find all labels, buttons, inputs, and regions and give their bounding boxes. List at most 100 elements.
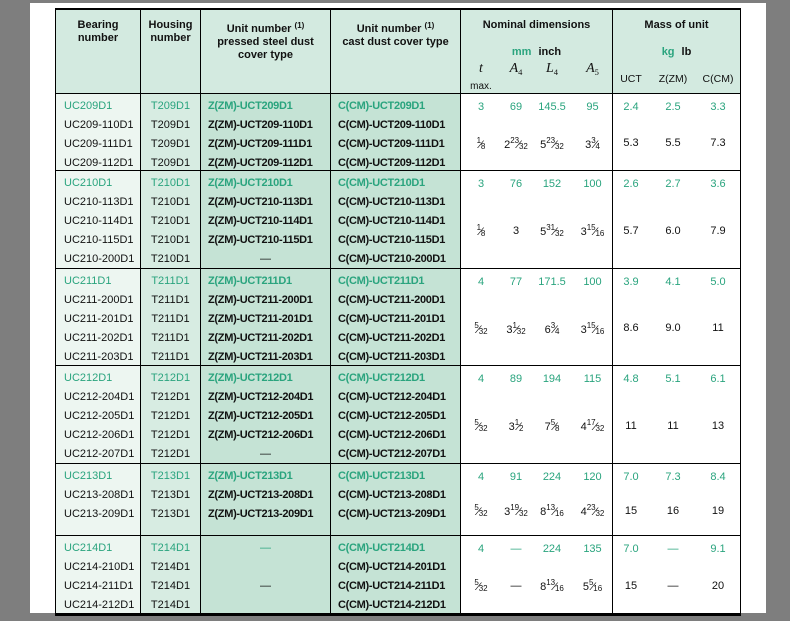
mass-value-kg: 9.1 [710, 542, 726, 555]
mass-value-lb: 19 [711, 504, 725, 517]
bearing-number: UC211D1 [64, 275, 112, 287]
bearing-number: UC210-200D1 [64, 253, 135, 265]
mass-value-kg: 6.1 [710, 372, 726, 385]
dimensions-mm-row: 4 77 171.5 100 [461, 269, 612, 291]
mass-cell: 7.0 — 9.1 15 — 20 [613, 536, 740, 613]
bearing-number: UC211-202D1 [64, 332, 134, 344]
dimensions-inch-row: 5⁄32 31⁄32 63⁄4 315⁄16 [461, 291, 612, 365]
dimensions-mm-row: 4 91 224 120 [461, 464, 612, 486]
unit-number-pressed: Z(ZM)-UCT213-208D1 [208, 489, 314, 501]
unit-number-cast: C(CM)-UCT209D1 [338, 100, 425, 112]
header-unit-cast: Unit number (1) cast dust cover type [331, 10, 461, 93]
unit-number-pressed: Z(ZM)-UCT209D1 [208, 100, 293, 112]
mass-label-zzm: Z(ZM) [658, 73, 688, 85]
unit-inch-label: inch [538, 46, 562, 58]
bearing-number: UC211-203D1 [64, 351, 134, 363]
dim-value-mm: 115 [583, 372, 602, 385]
dimensions-cell: 4 — 224 135 5⁄32 — 813⁄16 55⁄16 [461, 536, 613, 613]
dim-value-mm: 135 [583, 542, 602, 555]
dim-value-inch: 31⁄2 [508, 418, 524, 433]
mass-cell: 2.6 2.7 3.6 5.7 6.0 7.9 [613, 171, 740, 268]
dim-value-inch: 315⁄16 [580, 320, 605, 336]
housing-number: T210D1 [150, 177, 191, 189]
unit-number-cast-cell: C(CM)-UCT213D1 C(CM)-UCT213-208D1 C(CM)-UC… [331, 464, 461, 535]
unit-number-cast: C(CM)-UCT212-206D1 [338, 429, 446, 441]
dim-value-inch: 5⁄32 [474, 503, 488, 518]
mass-value-kg: 5.0 [710, 275, 726, 288]
header-text: Mass of unit [644, 19, 709, 31]
mass-lb-row: 15 16 19 [613, 486, 740, 535]
dimensions-cell: 4 77 171.5 100 5⁄32 31⁄32 63⁄4 315⁄16 [461, 269, 613, 365]
bearing-number-cell: UC211D1 UC211-200D1 UC211-201D1 UC211-202D1… [56, 269, 141, 365]
housing-number: T214D1 [150, 580, 191, 592]
unit-number-pressed: Z(ZM)-UCT210D1 [208, 177, 293, 189]
dim-value-inch: 63⁄4 [544, 320, 560, 336]
mass-value-kg: 7.3 [665, 470, 681, 483]
unit-lb-label: lb [681, 46, 692, 58]
unit-kg-label: kg [661, 46, 675, 58]
mass-value-lb: 20 [711, 579, 725, 592]
dim-value-mm: 224 [542, 470, 562, 483]
dim-value-mm: 4 [477, 470, 485, 483]
dim-value-mm: 77 [509, 275, 523, 288]
bearing-number: UC212-205D1 [64, 410, 135, 422]
header-text: Unit number (1) [356, 21, 435, 35]
housing-number: T211D1 [151, 332, 190, 344]
mass-kg-row: 7.0 7.3 8.4 [613, 464, 740, 486]
housing-number: T210D1 [150, 253, 191, 265]
dimensions-inch-row: 1⁄8 223⁄32 523⁄32 33⁄4 [461, 116, 612, 170]
housing-number: T209D1 [150, 157, 191, 169]
dim-value-inch: 5⁄32 [474, 578, 488, 593]
mass-value-lb: 11 [712, 322, 724, 334]
unit-number-cast: C(CM)-UCT209-112D1 [338, 157, 446, 169]
dim-value-inch: 315⁄16 [580, 223, 605, 238]
bearing-number: UC212-206D1 [64, 429, 135, 441]
dim-value-mm: 69 [509, 100, 523, 113]
mass-value-kg: 2.6 [623, 177, 639, 190]
housing-number: T212D1 [150, 448, 191, 460]
dim-value-mm: 224 [542, 542, 562, 555]
header-bearing-number: Bearing number [56, 10, 141, 93]
unit-number-cast: C(CM)-UCT212-207D1 [338, 448, 446, 460]
unit-number-pressed [201, 558, 330, 577]
dim-value-inch: 55⁄16 [582, 578, 603, 593]
table-row-group: UC209D1 UC209-110D1 UC209-111D1 UC209-112D1… [56, 94, 740, 171]
unit-number-pressed-cell: Z(ZM)-UCT209D1 Z(ZM)-UCT209-110D1 Z(ZM)-UC… [201, 94, 331, 170]
bearing-number: UC210-114D1 [64, 215, 134, 227]
unit-number-cast: C(CM)-UCT210-114D1 [338, 215, 446, 227]
mass-lb-row: 5.7 6.0 7.9 [613, 193, 740, 268]
dim-value-inch: 813⁄16 [540, 503, 564, 518]
dim-value-inch: 423⁄32 [580, 503, 605, 518]
mass-value-kg: 3.3 [710, 100, 726, 113]
housing-number: T211D1 [151, 351, 190, 363]
mass-lb-row: 11 11 13 [613, 388, 740, 463]
header-text: cast dust cover type [342, 36, 449, 48]
unit-number-cast: C(CM)-UCT212D1 [338, 372, 425, 384]
mass-value-kg: 2.4 [623, 100, 639, 113]
unit-number-cast: C(CM)-UCT211-201D1 [338, 313, 446, 325]
mass-value-kg: 4.8 [623, 372, 639, 385]
header-text: Unit number (1) [226, 21, 305, 35]
mass-value-lb: 7.9 [710, 224, 726, 237]
mass-kg-row: 4.8 5.1 6.1 [613, 366, 740, 388]
unit-number-cast: C(CM)-UCT213-208D1 [338, 489, 446, 501]
catalog-page: Bearing number Housing number Unit numbe… [30, 3, 766, 616]
unit-number-cast: C(CM)-UCT213D1 [338, 470, 425, 482]
dim-value-mm: 91 [509, 470, 523, 483]
bearing-number: UC209-110D1 [64, 119, 134, 131]
housing-number: T214D1 [150, 561, 191, 573]
table-row-group: UC211D1 UC211-200D1 UC211-201D1 UC211-202D1… [56, 269, 740, 366]
unit-number-pressed: Z(ZM)-UCT210-113D1 [208, 196, 313, 208]
bearing-number: UC210D1 [64, 177, 113, 189]
unit-number-pressed-cell: — — [201, 536, 331, 613]
dimensions-mm-row: 3 69 145.5 95 [461, 94, 612, 116]
mass-value-kg: 3.6 [710, 177, 726, 190]
housing-number: T212D1 [150, 429, 191, 441]
bearing-number-cell: UC214D1 UC214-210D1 UC214-211D1 UC214-212D1 [56, 536, 141, 613]
unit-number-pressed-cell: Z(ZM)-UCT210D1 Z(ZM)-UCT210-113D1 Z(ZM)-UC… [201, 171, 331, 268]
header-housing-number: Housing number [141, 10, 201, 93]
unit-number-cast: C(CM)-UCT210D1 [338, 177, 425, 189]
header-text: number [77, 32, 119, 44]
mass-value-lb: 16 [666, 504, 680, 517]
table-row-group: UC212D1 UC212-204D1 UC212-205D1 UC212-206D1… [56, 366, 740, 464]
